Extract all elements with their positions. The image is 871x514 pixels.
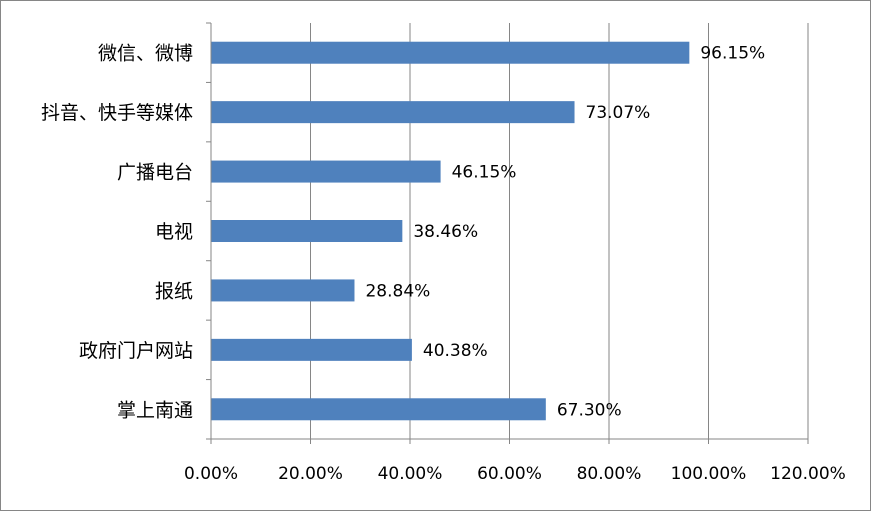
bar: [211, 398, 546, 421]
bar: [211, 338, 412, 361]
bar: [211, 41, 690, 64]
grid-lines: [310, 23, 809, 439]
value-label: 73.07%: [586, 103, 651, 123]
x-tick-label: 60.00%: [477, 464, 542, 484]
category-label: 报纸: [155, 280, 193, 302]
bar: [211, 220, 403, 242]
x-tick-label: 40.00%: [378, 464, 443, 484]
x-tick-label: 120.00%: [770, 464, 846, 484]
category-label: 掌上南通: [117, 399, 193, 421]
category-label: 政府门户网站: [79, 340, 193, 362]
x-tick-labels: 0.00% 20.00% 40.00% 60.00% 80.00% 100.00% 120.…: [184, 464, 846, 484]
bar: [211, 160, 441, 183]
x-tick-label: 80.00%: [577, 464, 642, 484]
bar: [211, 279, 355, 302]
category-label: 微信、微博: [98, 43, 193, 65]
axes: [206, 22, 809, 444]
category-label: 广播电台: [117, 162, 193, 184]
category-label: 抖音、快手等媒体: [41, 102, 193, 124]
category-label: 电视: [155, 221, 193, 243]
bar: [211, 101, 575, 124]
value-label: 46.15%: [452, 163, 517, 183]
value-labels: 96.15% 73.07% 46.15% 38.46% 28.84% 40.38% 67.3…: [365, 44, 765, 421]
x-tick-label: 20.00%: [278, 464, 343, 484]
value-label: 67.30%: [557, 400, 622, 420]
bars: [211, 41, 690, 421]
value-label: 96.15%: [700, 44, 765, 64]
x-tick-label: 100.00%: [671, 464, 747, 484]
value-label: 38.46%: [413, 222, 478, 242]
value-label: 28.84%: [365, 281, 430, 301]
x-tick-label: 0.00%: [184, 464, 238, 484]
value-label: 40.38%: [423, 341, 488, 361]
